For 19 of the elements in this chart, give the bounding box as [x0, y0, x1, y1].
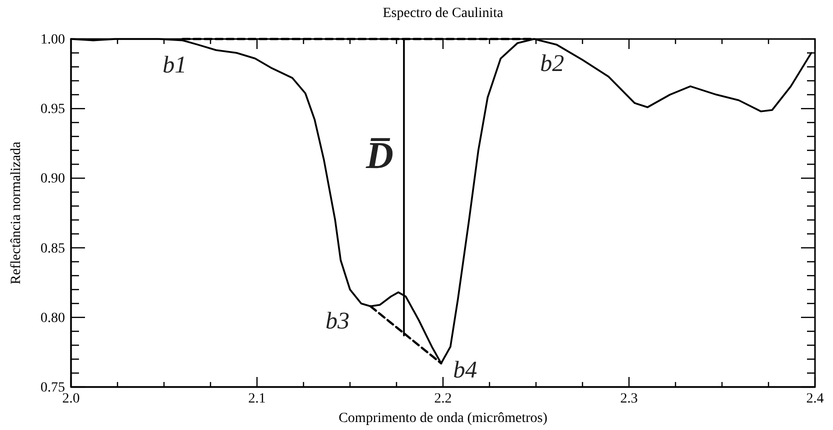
- x-tick-label: 2.3: [620, 392, 638, 407]
- x-tick-label: 2.1: [248, 392, 266, 407]
- annotation: D̅: [364, 135, 394, 178]
- y-axis-title: Reflectância normalizada: [9, 140, 24, 284]
- y-tick-label: 0.95: [40, 102, 65, 118]
- y-tick-label: 0.85: [40, 241, 65, 256]
- x-tick-label: 2.0: [62, 392, 80, 407]
- annotation: b4: [453, 357, 478, 384]
- annotation: b1: [162, 52, 187, 78]
- x-axis-title: Comprimento de onda (micrômetros): [338, 411, 548, 426]
- y-tick-label: 0.75: [40, 380, 65, 396]
- y-tick-label: 1.00: [40, 32, 65, 48]
- annotation: b3: [325, 308, 350, 334]
- y-tick-label: 0.80: [40, 310, 65, 326]
- y-tick-label: 0.90: [40, 172, 65, 187]
- chart-title: Espectro de Caulinita: [382, 6, 504, 21]
- annotation: b2: [540, 51, 564, 77]
- x-tick-label: 2.4: [806, 392, 824, 407]
- x-tick-label: 2.2: [434, 392, 452, 407]
